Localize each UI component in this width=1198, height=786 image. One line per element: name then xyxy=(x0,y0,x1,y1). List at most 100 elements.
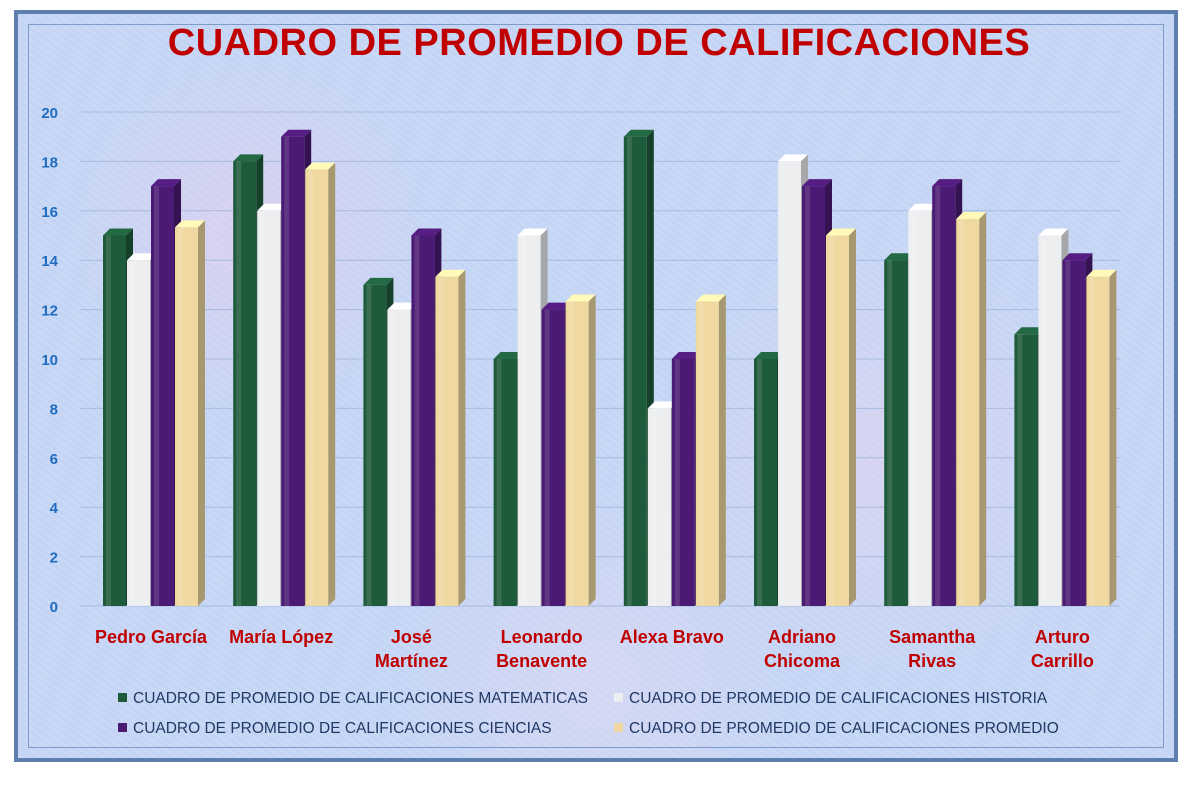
bar-highlight xyxy=(284,136,290,606)
bar-top xyxy=(956,211,987,219)
bar-front xyxy=(754,359,777,606)
bar-highlight xyxy=(308,169,314,606)
bar-side xyxy=(718,294,726,606)
x-category-label-line: Rivas xyxy=(908,651,957,671)
bar-top xyxy=(151,179,181,187)
bar-side xyxy=(849,228,856,606)
bar-highlight xyxy=(935,186,941,606)
x-category-label: Arturo Carrillo xyxy=(997,625,1127,673)
bar-side xyxy=(198,220,205,606)
bar-front xyxy=(435,276,459,606)
bar xyxy=(956,211,987,607)
bar-top xyxy=(826,228,856,236)
bar-highlight xyxy=(130,260,135,606)
bar-highlight xyxy=(236,161,242,606)
y-tick-label: 18 xyxy=(41,154,58,171)
bar-front xyxy=(363,284,387,606)
bar-highlight xyxy=(520,235,526,606)
bar-highlight xyxy=(260,210,266,607)
bar-highlight xyxy=(626,136,632,606)
bar-top xyxy=(647,401,678,409)
x-category-label: Alexa Bravo xyxy=(607,625,737,649)
legend-swatch xyxy=(118,723,127,732)
bar-front xyxy=(305,169,329,606)
bar-top xyxy=(387,302,418,310)
bar-front xyxy=(908,210,932,607)
bar-top xyxy=(884,253,915,261)
x-category-label: José Martínez xyxy=(346,625,476,673)
bar-highlight xyxy=(154,186,159,606)
bar-front xyxy=(151,186,174,606)
bar-front xyxy=(541,309,565,606)
legend-swatch xyxy=(614,693,623,702)
bar-front xyxy=(1014,334,1038,606)
bar-highlight xyxy=(757,359,762,606)
bar-top xyxy=(435,269,466,277)
chart-title: CUADRO DE PROMEDIO DE CALIFICACIONES xyxy=(167,22,1031,64)
bar-front xyxy=(932,186,956,606)
bar-highlight xyxy=(1065,260,1071,606)
y-tick-label: 6 xyxy=(50,451,58,468)
bar-top xyxy=(1062,253,1093,261)
bar-highlight xyxy=(1089,276,1095,606)
bar-front xyxy=(778,161,801,606)
bar-highlight xyxy=(496,359,502,606)
bar-front xyxy=(281,136,305,606)
bar-top xyxy=(127,253,157,261)
bar-top xyxy=(1014,327,1045,335)
bar-front xyxy=(257,210,281,607)
bar-top xyxy=(671,352,702,359)
y-tick-label: 10 xyxy=(41,352,58,369)
bar-top xyxy=(754,352,784,359)
x-category-label: Samantha Rivas xyxy=(867,625,997,673)
bar-front xyxy=(233,161,257,606)
bar-top xyxy=(908,203,939,211)
x-category-label-line: Arturo xyxy=(1034,627,1090,647)
bar-front xyxy=(623,136,647,606)
y-tick-label: 0 xyxy=(50,599,58,616)
bar-front xyxy=(387,309,411,606)
bar-top xyxy=(257,203,288,211)
bar-top xyxy=(802,179,832,187)
legend-label: CUADRO DE PROMEDIO DE CALIFICACIONES PRO… xyxy=(629,720,1059,737)
bar-top xyxy=(305,162,336,170)
bar-front xyxy=(1086,276,1110,606)
y-tick-label: 14 xyxy=(41,253,58,270)
bar-front xyxy=(1062,260,1086,606)
bar-top xyxy=(565,294,596,302)
bar-highlight xyxy=(781,161,786,606)
bar xyxy=(435,269,466,606)
bar-highlight xyxy=(178,227,183,606)
bar-highlight xyxy=(911,210,917,607)
bar-top xyxy=(363,277,394,285)
y-tick-label: 8 xyxy=(50,401,58,418)
bar-side xyxy=(1109,269,1117,606)
x-category-label-line: María López xyxy=(229,627,334,647)
x-category-label: Leonardo Benavente xyxy=(477,625,607,673)
bars xyxy=(103,129,1117,607)
y-axis-ticks: 0 2 4 6 8 10 12 14 16 18 20 xyxy=(41,105,58,616)
bar-front xyxy=(671,359,695,606)
bar-highlight xyxy=(959,218,965,607)
x-category-label: Adriano Chicoma xyxy=(737,625,867,673)
bar-top xyxy=(932,179,963,187)
bar-highlight xyxy=(650,408,656,606)
bar-front xyxy=(411,235,435,606)
bar-front xyxy=(1038,235,1062,606)
bar-top xyxy=(103,228,133,236)
x-category-label: Pedro García xyxy=(86,625,216,649)
legend-item: CUADRO DE PROMEDIO DE CALIFICACIONES CIE… xyxy=(118,720,552,738)
bar-front xyxy=(517,235,541,606)
bar xyxy=(695,294,726,606)
y-tick-label: 20 xyxy=(41,105,58,122)
x-category-label-line: Samantha xyxy=(889,627,976,647)
bar xyxy=(826,228,856,606)
bar-front xyxy=(175,227,198,606)
bar-side xyxy=(979,211,987,607)
chart-inner-border xyxy=(28,24,1164,748)
legend-swatch xyxy=(614,723,623,732)
x-category-label-line: Alexa Bravo xyxy=(619,627,724,647)
bar-top xyxy=(517,228,548,236)
bar-highlight xyxy=(674,359,680,606)
x-category-label-line: Carrillo xyxy=(1030,651,1094,671)
